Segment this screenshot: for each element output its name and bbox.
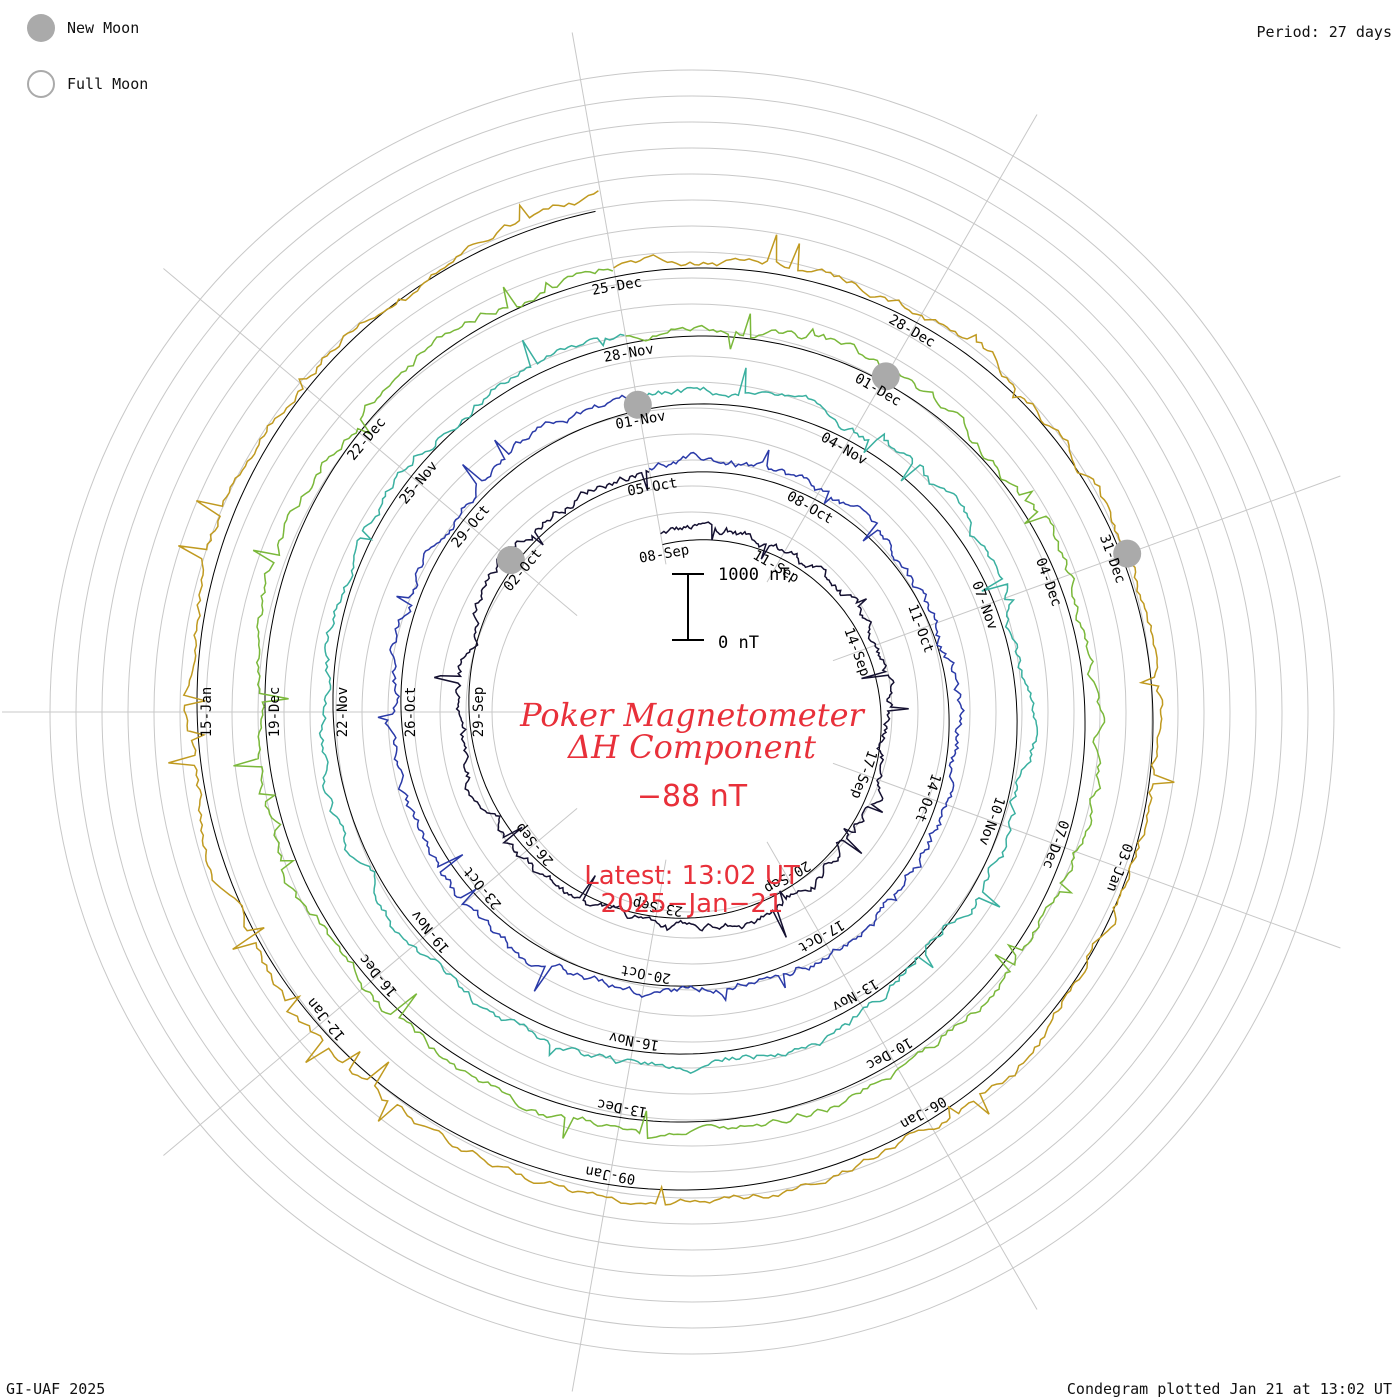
full-moon-label: Full Moon bbox=[67, 75, 149, 93]
date-label: 16-Dec bbox=[356, 951, 401, 1000]
series-trace bbox=[377, 394, 965, 1003]
new-moon-icon bbox=[27, 14, 55, 42]
date-label: 10-Nov bbox=[975, 794, 1007, 847]
date-label: 26-Oct bbox=[403, 687, 419, 738]
grid-spoke bbox=[766, 841, 1038, 1310]
date-label: 11-Oct bbox=[904, 602, 936, 655]
grid-spoke bbox=[163, 808, 578, 1156]
date-label: 29-Sep bbox=[471, 687, 487, 738]
chart-title-line1: Poker Magnetometer bbox=[519, 696, 865, 734]
legend-new-moon: New Moon bbox=[27, 14, 139, 42]
scale-bottom-label: 0 nT bbox=[718, 633, 759, 653]
date-label: 08-Sep bbox=[638, 542, 691, 567]
latest-date: 2025−Jan−21 bbox=[601, 889, 784, 919]
new-moon-marker bbox=[496, 546, 525, 575]
date-label: 04-Dec bbox=[1032, 556, 1064, 609]
scale-bar: 1000 nT 0 nT bbox=[672, 565, 790, 653]
date-label: 22-Dec bbox=[344, 415, 389, 464]
date-label: 12-Jan bbox=[304, 994, 349, 1043]
date-label: 26-Sep bbox=[512, 819, 557, 868]
moon-markers bbox=[496, 362, 1142, 575]
grid-spoke bbox=[571, 32, 667, 565]
date-label: 25-Dec bbox=[591, 274, 644, 299]
date-label: 09-Jan bbox=[584, 1162, 637, 1187]
zero-reference-spiral bbox=[196, 210, 1154, 1191]
date-label: 15-Jan bbox=[199, 687, 215, 738]
date-label: 14-Oct bbox=[911, 771, 943, 824]
legend-full-moon: Full Moon bbox=[27, 70, 148, 98]
date-label: 13-Dec bbox=[596, 1095, 649, 1120]
series-trace bbox=[168, 190, 1175, 1206]
series-trace bbox=[233, 268, 1106, 1140]
current-value: −88 nT bbox=[637, 779, 748, 814]
date-label: 07-Dec bbox=[1039, 818, 1071, 871]
full-moon-icon bbox=[27, 70, 55, 98]
period-label: Period: 27 days bbox=[1256, 23, 1392, 41]
grid-spoke bbox=[832, 762, 1341, 949]
date-label: 25-Nov bbox=[397, 458, 442, 507]
date-label: 01-Nov bbox=[614, 408, 667, 433]
magnetometer-traces bbox=[168, 190, 1175, 1206]
date-label: 22-Nov bbox=[335, 687, 351, 738]
new-moon-marker bbox=[623, 390, 652, 419]
grid-spoke bbox=[766, 114, 1038, 583]
series-trace bbox=[434, 469, 909, 938]
grid-spoke bbox=[571, 859, 667, 1392]
footer-plotted: Condegram plotted Jan 21 at 13:02 UT bbox=[1066, 1380, 1392, 1398]
grid-spoke bbox=[832, 475, 1341, 662]
chart-title-line2: ΔH Component bbox=[566, 728, 816, 766]
date-label: 14-Sep bbox=[840, 626, 872, 679]
polar-grid bbox=[2, 32, 1341, 1392]
date-label: 03-Jan bbox=[1103, 841, 1135, 894]
zero-spiral bbox=[196, 210, 1154, 1191]
footer-credit: GI-UAF 2025 bbox=[6, 1380, 106, 1398]
date-label: 16-Nov bbox=[608, 1028, 661, 1053]
new-moon-label: New Moon bbox=[67, 19, 140, 37]
date-label: 05-Oct bbox=[626, 475, 679, 500]
new-moon-marker bbox=[871, 362, 900, 391]
new-moon-marker bbox=[1113, 539, 1142, 568]
center-title: Poker Magnetometer ΔH Component bbox=[519, 696, 865, 766]
scale-top-label: 1000 nT bbox=[718, 565, 790, 585]
date-label: 19-Dec bbox=[267, 687, 283, 738]
date-label: 04-Nov bbox=[818, 430, 870, 469]
date-label: 28-Dec bbox=[886, 312, 938, 351]
latest-time: Latest: 13:02 UT bbox=[584, 861, 800, 891]
series-trace bbox=[318, 333, 1039, 1075]
